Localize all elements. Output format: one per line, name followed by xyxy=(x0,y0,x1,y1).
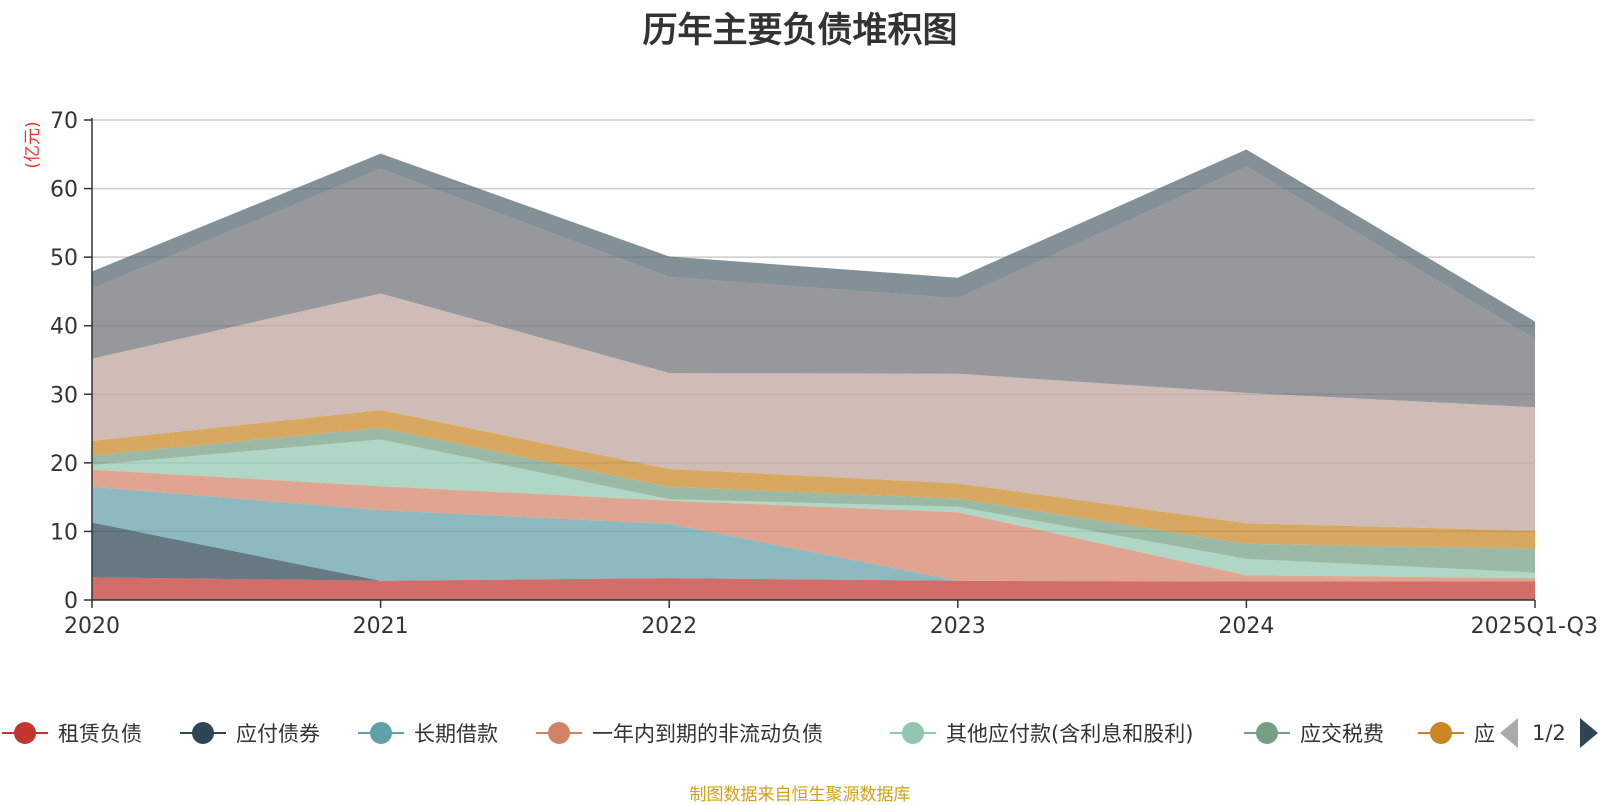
area-series-0[interactable] xyxy=(92,577,1535,600)
area-series-3[interactable] xyxy=(92,469,1535,582)
legend-item[interactable]: 应付债券 xyxy=(178,715,320,751)
area-series-4[interactable] xyxy=(92,439,1535,579)
y-tick-label: 30 xyxy=(50,383,78,408)
legend-marker-icon xyxy=(1416,715,1466,751)
area-series-7[interactable] xyxy=(92,293,1535,531)
stacked-area-chart: 0 10 20 30 40 50 60 70 2020 2021 2022 2023 2024 2025Q… xyxy=(23,109,1598,639)
y-tick-label: 20 xyxy=(50,452,78,477)
axes: 0 10 20 30 40 50 60 70 2020 2021 2022 2023 2024 2025Q… xyxy=(50,109,1598,639)
legend-page-indicator: 1/2 xyxy=(1532,721,1566,745)
legend: 租赁负债 应付债券 长期借款 一年内到期的非流动负债 其他应付款(含利息和股利) 应交税费… xyxy=(0,715,1600,755)
legend-prev-icon[interactable] xyxy=(1500,718,1518,748)
legend-item[interactable]: 应 xyxy=(1416,715,1495,751)
chart-title: 历年主要负债堆积图 xyxy=(642,11,958,51)
y-tick-label: 70 xyxy=(50,109,78,134)
legend-marker-icon xyxy=(888,715,938,751)
y-tick-label: 10 xyxy=(50,520,78,545)
legend-label: 应交税费 xyxy=(1300,722,1384,746)
legend-next-icon[interactable] xyxy=(1579,718,1598,748)
legend-label: 应 xyxy=(1474,722,1495,746)
x-tick-label: 2024 xyxy=(1218,614,1274,639)
y-axis-label: (亿元) xyxy=(23,121,43,168)
legend-label: 其他应付款(含利息和股利) xyxy=(946,722,1194,746)
x-tick-label: 2021 xyxy=(353,614,409,639)
area-series-9[interactable] xyxy=(92,149,1535,339)
x-tick-label: 2022 xyxy=(641,614,697,639)
area-series-2[interactable] xyxy=(92,486,1535,582)
legend-marker-icon xyxy=(1242,715,1292,751)
legend-label: 租赁负债 xyxy=(58,722,142,746)
legend-marker-icon xyxy=(356,715,406,751)
y-tick-label: 40 xyxy=(50,315,78,340)
y-tick-label: 50 xyxy=(50,246,78,271)
legend-item[interactable]: 一年内到期的非流动负债 xyxy=(534,715,823,751)
legend-label: 长期借款 xyxy=(414,722,498,746)
legend-label: 一年内到期的非流动负债 xyxy=(592,722,823,746)
area-series-8[interactable] xyxy=(92,166,1535,408)
legend-marker-icon xyxy=(534,715,584,751)
legend-label: 应付债券 xyxy=(236,722,320,746)
x-tick-label: 2023 xyxy=(930,614,986,639)
legend-item[interactable]: 租赁负债 xyxy=(0,715,142,751)
legend-item[interactable]: 应交税费 xyxy=(1242,715,1384,751)
area-series-6[interactable] xyxy=(92,410,1535,549)
legend-marker-icon xyxy=(0,715,50,751)
legend-marker-icon xyxy=(178,715,228,751)
area-layers xyxy=(92,149,1535,600)
y-tick-label: 0 xyxy=(64,589,78,614)
source-note: 制图数据来自恒生聚源数据库 xyxy=(689,785,911,805)
area-series-1[interactable] xyxy=(92,522,1535,582)
legend-item[interactable]: 其他应付款(含利息和股利) xyxy=(888,715,1193,751)
legend-item[interactable]: 长期借款 xyxy=(356,715,498,751)
x-tick-label: 2020 xyxy=(64,614,120,639)
legend-pager: 1/2 xyxy=(1500,715,1598,751)
x-tick-label: 2025Q1-Q3 xyxy=(1471,614,1598,639)
area-series-5[interactable] xyxy=(92,427,1535,573)
y-tick-label: 60 xyxy=(50,178,78,203)
